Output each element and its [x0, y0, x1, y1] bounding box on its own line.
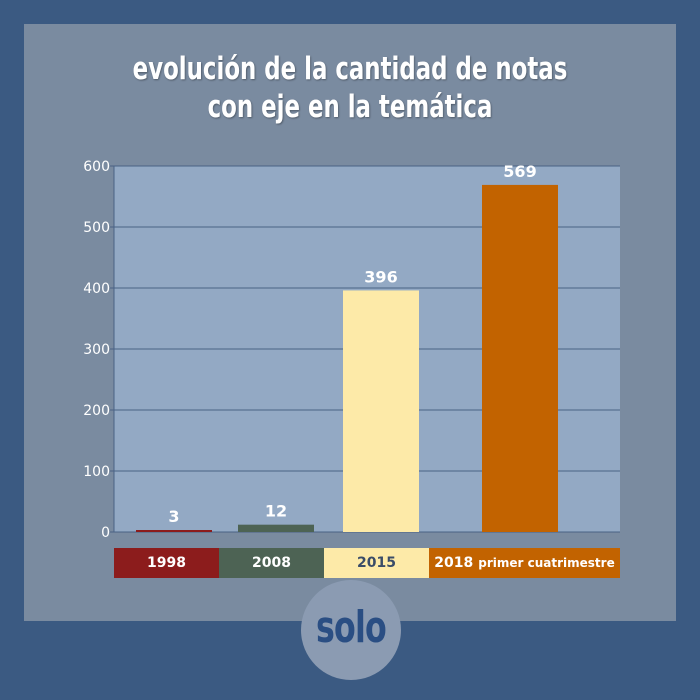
data-label: 12 — [265, 502, 287, 521]
chart-title-line-1: evolución de la cantidad de notas — [132, 51, 568, 87]
data-label: 3 — [168, 507, 179, 526]
legend-item-2018: 2018 primer cuatrimestre — [429, 548, 620, 578]
data-label: 396 — [364, 267, 397, 286]
data-label: 569 — [503, 162, 536, 181]
bar-2015 — [343, 290, 419, 532]
y-tick-label: 600 — [83, 159, 110, 175]
y-tick-label: 500 — [83, 220, 110, 236]
data-labels: 3 12 396 569 — [168, 162, 536, 526]
y-axis-ticks: 0 100 200 300 400 500 600 — [83, 159, 115, 541]
y-tick-label: 300 — [83, 342, 110, 358]
legend-label: 1998 — [147, 555, 186, 571]
legend-label: 2018 — [434, 555, 474, 571]
bars — [136, 184, 558, 532]
y-tick-label: 400 — [83, 281, 110, 297]
bar-2018 — [482, 184, 558, 532]
y-tick-label: 100 — [83, 464, 110, 480]
legend-sublabel: primer cuatrimestre — [478, 556, 615, 570]
legend-item-2008: 2008 — [219, 548, 324, 578]
chart-title: evolución de la cantidad de notas con ej… — [83, 50, 618, 126]
legend-item-2015: 2015 — [324, 548, 429, 578]
y-tick-label: 200 — [83, 403, 110, 419]
chart-title-line-2: con eje en la temática — [207, 89, 493, 125]
bar-2008 — [238, 524, 314, 532]
legend-label: 2015 — [357, 555, 396, 571]
logo: solo — [315, 602, 387, 653]
logo-circle — [301, 580, 401, 680]
bar-1998 — [136, 530, 212, 532]
legend-item-1998: 1998 — [114, 548, 219, 578]
legend-label: 2008 — [252, 555, 291, 571]
legend: 1998 2008 2015 2018 primer cuatrimestre — [114, 548, 620, 578]
y-tick-label: 0 — [101, 525, 110, 541]
